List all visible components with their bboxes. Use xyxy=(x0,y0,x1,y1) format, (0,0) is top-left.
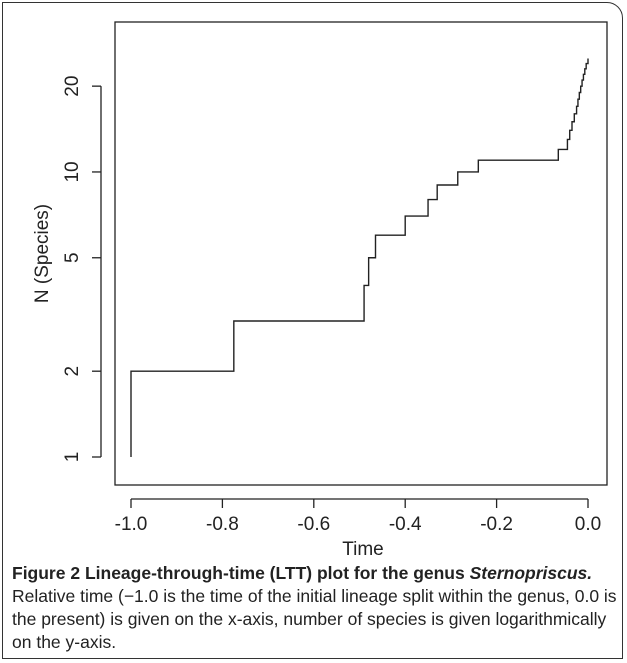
y-tick-label: 20 xyxy=(62,76,83,97)
y-tick-label: 10 xyxy=(62,161,83,182)
x-axis-label: Time xyxy=(342,539,384,560)
x-tick-label: -0.8 xyxy=(206,514,239,535)
chart-marks xyxy=(130,58,589,457)
figure-title: Lineage-through-time (LTT) plot for the … xyxy=(84,563,465,583)
x-tick-label: -0.6 xyxy=(297,514,330,535)
y-tick-label: 1 xyxy=(62,452,83,463)
ltt-chart: -1.0 -0.8 -0.6 -0.4 -0.2 0.0 Time 1 2 5 10 20 N (Spe… xyxy=(32,21,608,560)
figure-caption: Figure 2 Lineage-through-time (LTT) plot… xyxy=(12,562,617,654)
figure-genus: Sternopriscus. xyxy=(469,563,593,583)
ltt-step-line xyxy=(130,58,589,457)
x-tick-label: -0.4 xyxy=(389,514,422,535)
x-tick-label: -0.2 xyxy=(480,514,513,535)
plot-box xyxy=(114,21,608,486)
y-tick-label: 5 xyxy=(62,252,83,263)
y-tick-label: 2 xyxy=(62,366,83,377)
chart-axes: -1.0 -0.8 -0.6 -0.4 -0.2 0.0 Time 1 2 5 10 20 N (Spe… xyxy=(32,21,608,560)
figure-caption-text: Relative time (−1.0 is the time of the i… xyxy=(12,586,617,652)
y-axis-label: N (Species) xyxy=(32,204,53,303)
x-tick-label: 0.0 xyxy=(575,514,601,535)
x-tick-label: -1.0 xyxy=(115,514,148,535)
figure-label: Figure 2 xyxy=(12,563,81,583)
